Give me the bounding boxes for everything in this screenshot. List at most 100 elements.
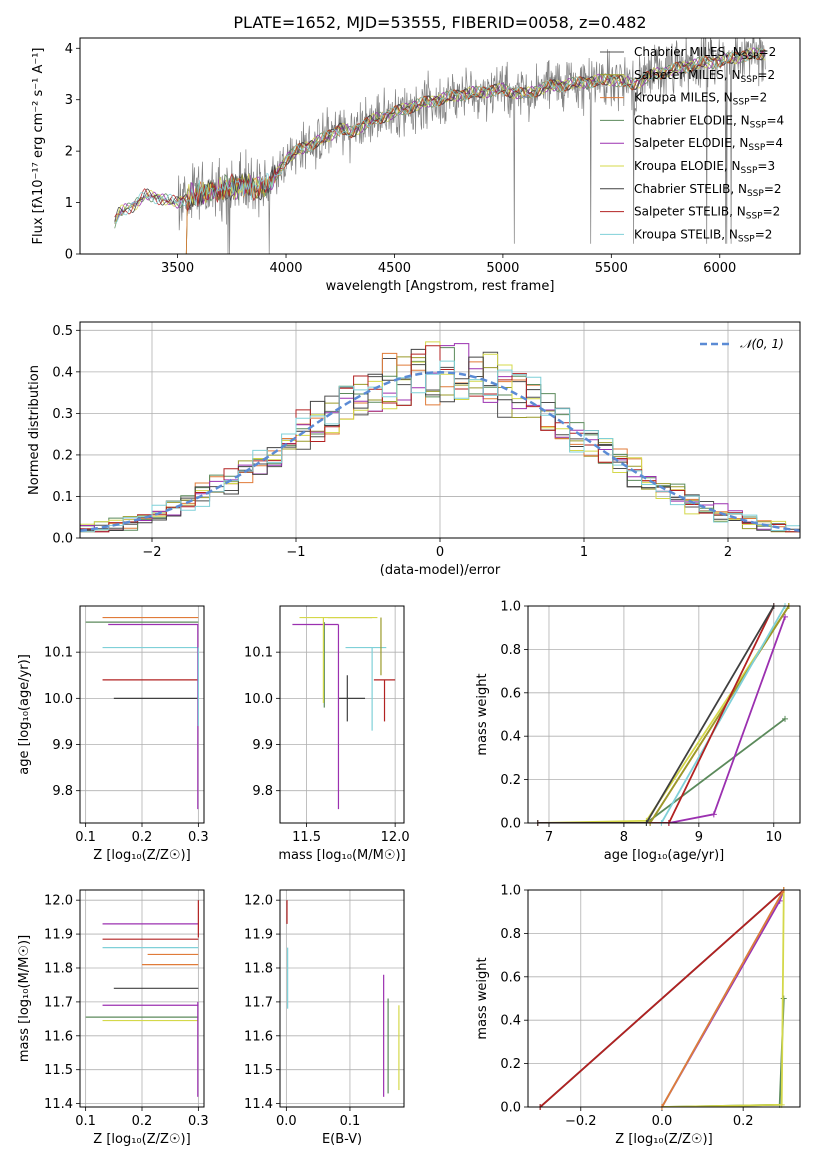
residuals-ytick-label: 0.0 — [52, 532, 73, 547]
spectrum-axes: 3500 4000 4500 5000 5500 6000 0 1 2 3 4 wavelength … — [31, 42, 736, 294]
mass_vs_ebv-axes: 0.0 0.1 11.4 11.5 11.6 11.7 11.8 11.9 12.0 E(B-V) — [244, 890, 404, 1147]
mass_vs_ebv-ytick-label: 11.7 — [244, 995, 273, 1010]
cumweight_vs_age-series-line — [537, 606, 790, 823]
legend-entry: Kroupa STELIB, NSSP=2 — [634, 227, 772, 244]
mass_vs_Z-ytick-label: 11.9 — [44, 928, 73, 943]
legend-entry: Chabrier STELIB, NSSP=2 — [634, 182, 782, 199]
age_vs_mass-ytick-label: 10.0 — [244, 692, 273, 707]
cumweight_vs_Z-series-line — [661, 890, 785, 1107]
mass_vs_Z-ytick-label: 11.4 — [44, 1097, 73, 1112]
spectrum-xtick-label: 4000 — [269, 261, 302, 276]
legend-entry: Kroupa ELODIE, NSSP=3 — [634, 159, 775, 176]
cumweight_vs_age-point — [782, 715, 789, 722]
age_vs_Z-xlabel: Z [log₁₀(Z/Z☉)] — [93, 848, 190, 863]
cumweight_vs_age-frame — [527, 605, 801, 824]
residuals-xtick-label: −1 — [286, 545, 305, 560]
cumweight_vs_Z-ytick-label: 0.8 — [500, 927, 521, 942]
mass_vs_Z-xtick-label: 0.1 — [75, 1114, 96, 1129]
age_vs_Z-ytick-label: 9.8 — [52, 784, 73, 799]
cumweight_vs_age-series-line — [537, 606, 786, 823]
age_vs_mass-ytick-label: 9.8 — [252, 784, 273, 799]
figure-title: PLATE=1652, MJD=53555, FIBERID=0058, z=0… — [233, 13, 646, 32]
residuals-axes: −2 −1 0 1 2 0.0 0.1 0.2 0.3 0.4 0.5 (data-model)/er… — [27, 322, 800, 578]
age_vs_Z-axes: 0.1 0.2 0.3 9.8 9.9 10.0 10.1 Z [log₁₀(Z/Z☉)] ag… — [17, 606, 209, 863]
age_vs_Z-ytick-label: 10.1 — [44, 646, 73, 661]
legend-entry: Salpeter STELIB, NSSP=2 — [634, 205, 780, 222]
spectrum-model-line — [114, 49, 766, 218]
cumweight_vs_age-ytick-label: 0.8 — [500, 643, 521, 658]
mass_vs_Z-frame — [79, 889, 205, 1108]
cumweight_vs_Z-ylabel: mass weight — [475, 957, 490, 1039]
cumweight_vs_age-ytick-label: 0.0 — [500, 817, 521, 832]
spectrum-ylabel: Flux [fλ10⁻¹⁷ erg cm⁻² s⁻¹ A⁻¹] — [31, 48, 46, 245]
residuals-xtick-label: 0 — [436, 545, 444, 560]
age_vs_Z-ylabel: age [log₁₀(age/yr)] — [17, 654, 32, 775]
residual-histogram — [80, 360, 800, 533]
cumweight_vs_Z-series-line — [539, 890, 785, 1107]
age_vs_Z-xtick-label: 0.1 — [75, 830, 96, 845]
cumweight_vs_age-point — [710, 811, 717, 818]
cumweight_vs_age-series-line — [537, 606, 790, 823]
age_vs_Z-xtick-label: 0.2 — [132, 830, 153, 845]
mass_vs_Z-ylabel: mass [log₁₀(M/M☉)] — [17, 935, 32, 1062]
spectrum-legend: Chabrier MILES, NSSP=2 Salpeter MILES, NS… — [600, 45, 784, 244]
mass_vs_Z-ytick-label: 11.8 — [44, 961, 73, 976]
residuals-xtick-label: 1 — [580, 545, 588, 560]
residuals-ylabel: Normed distribution — [27, 365, 42, 495]
spectrum-frame — [79, 37, 801, 255]
cumweight_vs_age-ytick-label: 1.0 — [500, 600, 521, 615]
age_vs_Z-xtick-label: 0.3 — [188, 830, 209, 845]
spectrum-model-line — [114, 48, 766, 224]
mass_vs_Z-xtick-label: 0.2 — [132, 1114, 153, 1129]
age_vs_mass-xtick-label: 11.5 — [292, 830, 321, 845]
spectrum-xtick-label: 5500 — [595, 261, 628, 276]
spectrum-xtick-label: 5000 — [486, 261, 519, 276]
age_vs_mass-xlabel: mass [log₁₀(M/M☉)] — [278, 848, 405, 863]
mass_vs_Z-xlabel: Z [log₁₀(Z/Z☉)] — [93, 1132, 190, 1147]
residuals-ytick-label: 0.3 — [52, 407, 73, 422]
cumweight_vs_Z-frame — [527, 889, 801, 1108]
residuals-xtick-label: −2 — [142, 545, 161, 560]
cumweight_vs_age-xtick-label: 8 — [620, 830, 628, 845]
mass_vs_ebv-ytick-label: 11.5 — [244, 1063, 273, 1078]
spectrum-xlabel: wavelength [Angstrom, rest frame] — [326, 279, 555, 294]
legend-entry: 𝒩(0, 1) — [740, 337, 784, 351]
cumweight_vs_Z-ytick-label: 0.0 — [500, 1101, 521, 1116]
residuals-xlabel: (data-model)/error — [380, 563, 501, 578]
cumweight_vs_age-ytick-label: 0.4 — [500, 730, 521, 745]
spectrum-xtick-label: 3500 — [161, 261, 194, 276]
cumweight_vs_age-xlabel: age [log₁₀(age/yr)] — [604, 848, 725, 863]
residuals-ytick-label: 0.2 — [52, 448, 73, 463]
mass_vs_ebv-ytick-label: 11.4 — [244, 1097, 273, 1112]
cumweight_vs_Z-point — [780, 995, 787, 1002]
mass_vs_Z-xtick-label: 0.3 — [188, 1114, 209, 1129]
mass_vs_ebv-frame — [279, 889, 405, 1108]
gaussian-curve — [80, 371, 800, 532]
mass_vs_Z-ytick-label: 11.6 — [44, 1029, 73, 1044]
cumweight_vs_age-series-line — [537, 718, 786, 823]
legend-entry: Salpeter MILES, NSSP=2 — [634, 68, 775, 85]
age_vs_Z-ytick-label: 9.9 — [52, 738, 73, 753]
age_vs_mass-frame — [279, 605, 405, 824]
cumweight_vs_age-ytick-label: 0.2 — [500, 773, 521, 788]
mass_vs_ebv-ytick-label: 11.9 — [244, 928, 273, 943]
legend-entry: Salpeter ELODIE, NSSP=4 — [634, 136, 783, 153]
age_vs_Z-ytick-label: 10.0 — [44, 692, 73, 707]
cumweight_vs_age-xtick-label: 7 — [545, 830, 553, 845]
mass_vs_ebv-xtick-label: 0.1 — [340, 1114, 361, 1129]
cumweight_vs_age-series-line — [537, 606, 775, 823]
cumweight_vs_age-point — [782, 613, 789, 620]
cumweight_vs_age-xtick-label: 10 — [766, 830, 783, 845]
mass_vs_ebv-xtick-label: 0.0 — [276, 1114, 297, 1129]
cumweight_vs_age-ylabel: mass weight — [475, 673, 490, 755]
mass_vs_ebv-ytick-label: 11.8 — [244, 961, 273, 976]
cumweight_vs_age-axes: 7 8 9 10 0.0 0.2 0.4 0.6 0.8 1.0 age [log₁₀(age/yr… — [475, 600, 800, 863]
cumweight_vs_Z-xlabel: Z [log₁₀(Z/Z☉)] — [615, 1132, 712, 1147]
cumweight_vs_Z-ytick-label: 1.0 — [500, 884, 521, 899]
cumweight_vs_age-xtick-label: 9 — [695, 830, 703, 845]
cumweight_vs_Z-ytick-label: 0.6 — [500, 970, 521, 985]
mass_vs_ebv-ytick-label: 12.0 — [244, 894, 273, 909]
cumweight_vs_Z-series-line — [661, 998, 785, 1107]
spectrum-ytick-label: 3 — [65, 93, 73, 108]
